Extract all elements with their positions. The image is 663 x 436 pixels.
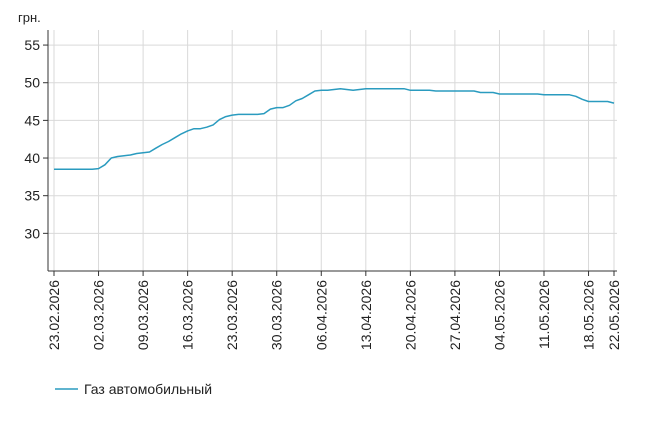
x-tick-label: 30.03.2026 — [269, 280, 285, 350]
x-tick-label: 18.05.2026 — [581, 280, 597, 350]
x-tick-label: 13.04.2026 — [358, 280, 374, 350]
x-tick-label: 27.04.2026 — [447, 280, 463, 350]
x-tick-label: 04.05.2026 — [491, 280, 507, 350]
x-axis-ticks: 23.02.2026 02.03.2026 09.03.2026 16.03.2026… — [46, 271, 622, 350]
legend-label: Газ автомобильный — [84, 381, 212, 397]
x-tick-label: 11.05.2026 — [536, 280, 552, 349]
series-layer — [54, 87, 615, 171]
y-axis-unit-label: грн. — [18, 10, 41, 25]
x-tick-label: 06.04.2026 — [313, 280, 329, 350]
series-line — [54, 87, 615, 171]
x-tick-label: 09.03.2026 — [135, 280, 151, 350]
y-axis-ticks: 30 35 40 45 50 55 — [24, 37, 48, 241]
y-tick-label: 55 — [24, 37, 40, 53]
x-tick-label: 20.04.2026 — [402, 280, 418, 350]
x-tick-label: 16.03.2026 — [180, 280, 196, 350]
legend: Газ автомобильный — [55, 381, 212, 397]
x-tick-label: 23.02.2026 — [46, 280, 62, 350]
y-tick-label: 40 — [24, 150, 40, 166]
x-tick-label: 22.05.2026 — [606, 280, 622, 350]
y-tick-label: 30 — [24, 225, 40, 241]
y-tick-label: 50 — [24, 75, 40, 91]
gridlines — [48, 30, 617, 271]
x-tick-label: 23.03.2026 — [224, 280, 240, 350]
x-tick-label: 02.03.2026 — [91, 280, 107, 350]
y-tick-label: 35 — [24, 188, 40, 204]
y-tick-label: 45 — [24, 112, 40, 128]
